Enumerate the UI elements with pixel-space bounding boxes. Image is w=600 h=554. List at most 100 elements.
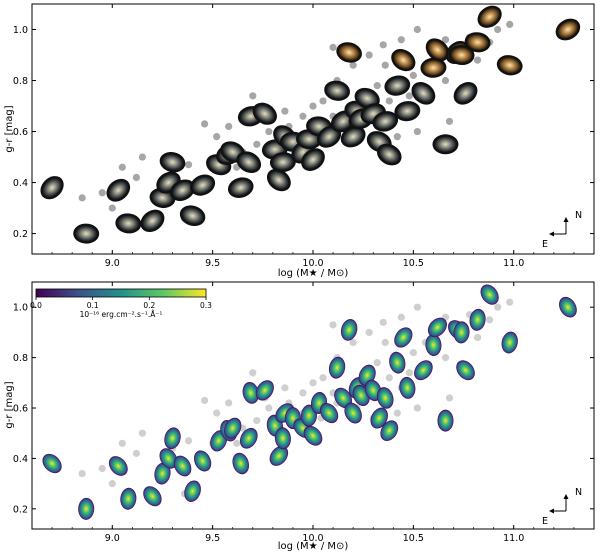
y-tick-label: 1.0 [13,303,28,314]
background-point [365,51,373,59]
galaxy-flux-map [389,351,406,374]
background-point [201,396,209,405]
galaxy-cutout-body [557,20,579,39]
x-tick-label: 10.5 [403,533,424,544]
background-point [486,316,494,324]
galaxy-cutout-body [229,179,252,196]
background-point [405,369,413,377]
galaxy-flux-map-body [232,452,250,475]
galaxy-cutout [115,213,142,234]
background-point [441,354,450,362]
galaxy-flux-map-body [242,382,259,404]
x-tick-label: 10.0 [302,533,323,544]
galaxy-cutout [190,174,216,196]
galaxy-cutout-body [427,40,448,60]
galaxy-flux-map [394,327,413,348]
galaxy-flux-map-body [340,319,358,341]
galaxy-cutout-body [338,44,360,61]
galaxy-flux-map [427,317,447,338]
galaxy-cutout-body [466,34,489,51]
background-point [473,333,482,342]
background-point [138,153,146,161]
galaxy-flux-map [42,453,62,474]
background-point [381,338,389,347]
galaxy-cutout [411,82,436,105]
galaxy-cutout-body [108,180,129,200]
galaxy-cutout [432,134,459,155]
galaxy-flux-map [399,376,416,399]
galaxy-cutout [453,82,478,105]
y-tick-label: 0.6 [13,127,28,138]
galaxy-cutout [252,102,277,125]
background-point [373,359,381,367]
galaxy-cutout-body [342,127,364,146]
colorbar-tick-label: 0.3 [200,301,212,310]
galaxy-cutout [317,125,342,148]
galaxy-flux-map [414,360,433,381]
background-point [441,76,450,85]
galaxy-flux-map [154,462,171,485]
colorbar-tick-label: 0.0 [30,301,42,310]
background-point [108,480,116,488]
compass-east-label: E [542,239,548,250]
background-point [379,318,387,326]
background-point [132,173,140,182]
galaxy-flux-map-body [303,425,323,446]
galaxy-cutout [336,42,362,63]
galaxy-cutout [425,38,450,62]
galaxy-flux-map-body [370,407,388,429]
colorbar-tick-label: 0.2 [143,301,155,310]
galaxy-flux-map-body [453,321,470,344]
background-point [349,338,357,347]
x-axis-label: log (M★ / M⊙) [278,541,349,552]
galaxy-cutout [73,223,100,244]
compass: N E [542,210,582,250]
x-tick-label: 10.0 [302,258,323,269]
galaxy-cutout-body [386,77,409,94]
compass-north-arrowhead [563,494,569,499]
background-point [309,379,317,387]
galaxy-cutout [496,55,523,76]
galaxy-flux-map-body [559,296,577,318]
galaxy-flux-map [437,409,454,432]
galaxy-cutout [227,177,254,198]
y-axis-label: g-r [mag] [4,105,15,152]
galaxy-flux-map-body [437,409,454,432]
galaxy-cutout-body [192,176,214,194]
galaxy-flux-map [328,356,346,379]
galaxy-flux-map [469,308,486,331]
galaxy-cutout-body [450,47,473,64]
galaxy-cutout [140,209,165,233]
background-point [441,36,450,44]
background-point [132,449,140,457]
background-point [385,374,393,382]
colorbar-ticks: 0.0 0.1 0.2 0.3 [30,297,212,310]
background-point [225,399,233,407]
galaxy-cutout-body [117,215,140,232]
galaxy-cutout [376,143,402,166]
galaxy-cutout-body [254,104,275,123]
galaxy-cutout [555,18,581,41]
galaxy-flux-map [344,402,362,424]
panel-galaxy-flux-maps: 9.0 9.5 10.0 10.5 11.0 0.2 0.4 0.6 0.8 1.0 log (… [4,281,595,552]
galaxy-cutout-body [303,150,323,169]
galaxy-flux-map-body [42,453,62,474]
background-point [329,321,337,329]
galaxy-flux-map-body [376,387,394,409]
galaxy-flux-map [143,486,162,507]
galaxy-flux-map [453,321,470,344]
galaxy-flux-map-body [414,360,433,381]
galaxy-cutout [448,45,475,66]
galaxy-flux-map-body [389,351,406,374]
galaxy-flux-map-body [269,445,289,466]
background-point [409,71,417,80]
galaxy-cutout-body [396,103,419,120]
background-point [397,36,405,44]
background-point [213,133,221,141]
galaxy-cutout-body [172,181,193,200]
galaxy-cutout-body [455,83,476,103]
background-point [78,194,86,202]
background-point [381,61,389,69]
background-point [299,389,307,397]
galaxy-flux-map [340,319,358,341]
